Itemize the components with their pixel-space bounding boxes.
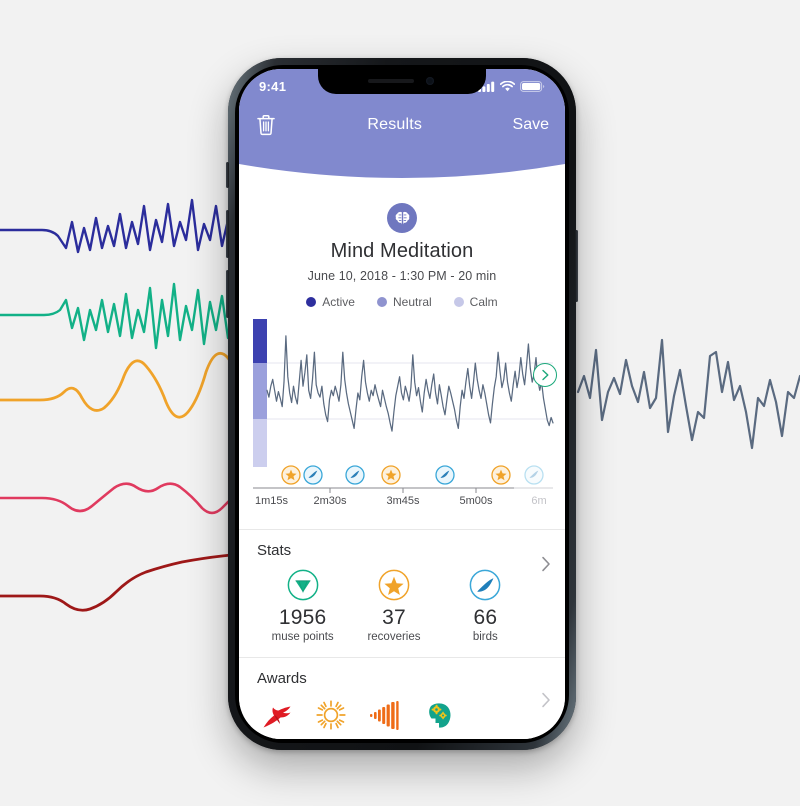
volume-down-button[interactable] <box>226 270 229 318</box>
save-button[interactable]: Save <box>512 116 549 133</box>
session-chart[interactable] <box>239 319 565 467</box>
stat-label-recoveries: recoveries <box>367 631 421 643</box>
legend-item-neutral: Neutral <box>376 295 432 309</box>
device-notch <box>318 69 486 94</box>
stats-section[interactable]: Stats 1956 muse points <box>239 530 565 657</box>
stats-chevron-right-icon[interactable] <box>541 556 551 572</box>
chart-trace-line <box>266 335 554 432</box>
power-button[interactable] <box>575 230 578 302</box>
stat-recoveries[interactable]: 37 recoveries <box>348 569 439 643</box>
legend-item-calm: Calm <box>453 295 498 309</box>
hummingbird-award-icon[interactable] <box>259 697 295 733</box>
header-curve <box>239 158 565 188</box>
results-content[interactable]: Mind Meditation June 10, 2018 - 1:30 PM … <box>239 187 565 739</box>
brain-gears-award-icon[interactable] <box>421 697 457 733</box>
awards-row <box>257 692 550 733</box>
chart-marker-bird-1[interactable] <box>303 465 323 485</box>
stat-value-muse-points: 1956 <box>278 606 327 629</box>
chart-marker-bird-2[interactable] <box>345 465 365 485</box>
stats-title: Stats <box>257 542 292 559</box>
session-card: Mind Meditation June 10, 2018 - 1:30 PM … <box>239 203 565 507</box>
legend-dot-calm <box>453 297 464 307</box>
status-time: 9:41 <box>259 78 287 94</box>
wave-orange-path <box>0 352 242 419</box>
legend-item-active: Active <box>306 295 355 309</box>
axis-label-1: 1m15s <box>255 495 289 507</box>
wifi-icon <box>500 80 515 91</box>
wave-navy-path <box>0 198 242 254</box>
band-calm <box>253 419 267 467</box>
signal-bars-award-icon[interactable] <box>367 697 403 733</box>
stat-label-muse-points: muse points <box>271 631 334 643</box>
chart-axis: 1m15s 2m30s 3m45s 5m00s 6m <box>239 465 565 507</box>
brain-glyph-icon <box>395 211 409 225</box>
awards-section[interactable]: Awards <box>239 658 565 739</box>
band-active <box>253 319 267 363</box>
chart-marker-star-3[interactable] <box>491 465 511 485</box>
section-divider-awards <box>239 657 565 658</box>
earpiece-speaker <box>368 79 414 83</box>
wave-teal-path <box>0 282 242 350</box>
status-icons <box>478 80 545 92</box>
front-camera-icon <box>426 77 434 85</box>
session-icon-wrap <box>239 203 565 233</box>
chart-marker-bird-3[interactable] <box>435 465 455 485</box>
axis-label-4: 5m00s <box>459 495 493 507</box>
band-neutral <box>253 363 267 419</box>
session-meta: June 10, 2018 - 1:30 PM - 20 min <box>307 269 497 283</box>
volume-up-button[interactable] <box>226 210 229 258</box>
legend-label-active: Active <box>322 295 355 309</box>
nav-bar: Results Save <box>239 105 565 145</box>
chart-marker-star-1[interactable] <box>281 465 301 485</box>
star-icon <box>378 569 410 601</box>
axis-label-2: 2m30s <box>313 495 347 507</box>
stat-birds[interactable]: 66 birds <box>440 569 531 643</box>
section-divider-stats <box>239 529 565 530</box>
legend-dot-active <box>306 297 317 307</box>
legend-dot-neutral <box>376 297 387 307</box>
battery-icon <box>520 80 545 92</box>
sun-award-icon[interactable] <box>313 697 349 733</box>
wave-darkred-path <box>0 552 242 612</box>
bird-icon <box>469 569 501 601</box>
phone-device: 9:41 <box>226 58 578 750</box>
chart-legend: Active Neutral Calm <box>239 295 565 309</box>
mute-switch[interactable] <box>226 162 229 188</box>
muse-points-icon <box>287 569 319 601</box>
wave-slate-right-path <box>576 338 800 450</box>
wave-pink-path <box>0 482 242 515</box>
axis-label-5: 6m <box>531 495 546 507</box>
legend-label-calm: Calm <box>469 295 498 309</box>
stat-value-recoveries: 37 <box>382 606 406 629</box>
phone-screen: 9:41 <box>239 69 565 739</box>
chart-marker-bird-faded[interactable] <box>524 465 544 485</box>
awards-title: Awards <box>257 670 307 687</box>
page-title: Results <box>367 116 423 133</box>
chevron-right-icon <box>541 369 548 381</box>
trash-icon[interactable] <box>255 113 277 137</box>
stat-value-birds: 66 <box>473 606 498 629</box>
status-bar: 9:41 <box>239 73 565 99</box>
stat-label-birds: birds <box>472 631 498 643</box>
axis-label-3: 3m45s <box>386 495 420 507</box>
legend-label-neutral: Neutral <box>392 295 432 309</box>
chart-axis-svg: 1m15s 2m30s 3m45s 5m00s 6m <box>253 465 553 507</box>
stat-muse-points[interactable]: 1956 muse points <box>257 569 348 643</box>
brain-icon <box>387 203 417 233</box>
session-title: Mind Meditation <box>330 240 474 262</box>
chart-marker-star-2[interactable] <box>381 465 401 485</box>
chart-svg <box>253 319 554 467</box>
chart-next-button[interactable] <box>533 363 557 387</box>
awards-chevron-right-icon[interactable] <box>541 692 551 708</box>
stats-row: 1956 muse points 37 recoveries <box>257 556 550 643</box>
